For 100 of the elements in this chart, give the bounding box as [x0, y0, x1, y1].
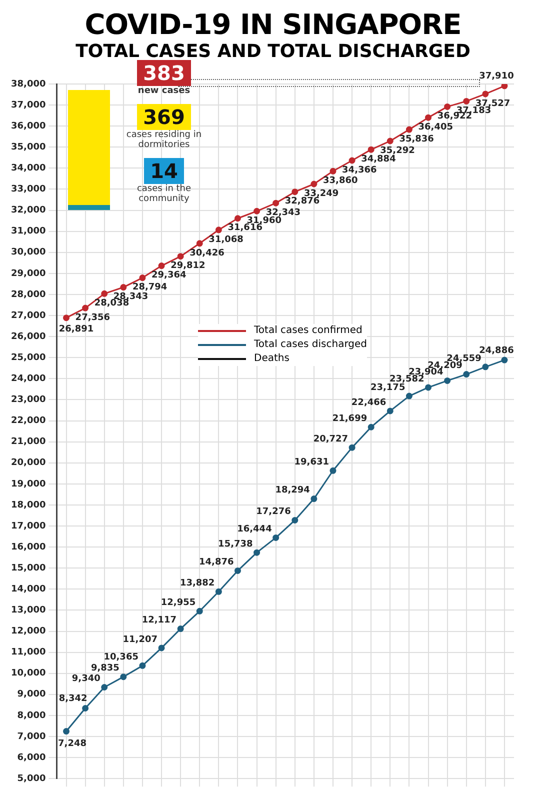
point [425, 384, 432, 391]
point [482, 90, 489, 98]
y-tick-label: 7,000 [17, 732, 46, 742]
point [444, 377, 451, 384]
y-tick-label: 32,000 [10, 206, 46, 216]
data-label: 34,884 [361, 154, 396, 164]
data-label: 28,794 [132, 282, 168, 293]
point [386, 138, 394, 144]
data-label: 20,727 [313, 434, 348, 444]
data-label: 26,891 [58, 324, 94, 335]
point [63, 314, 70, 322]
data-label: 34,366 [342, 165, 377, 176]
y-tick-label: 8,000 [17, 710, 46, 721]
legend-label: Deaths [254, 352, 290, 366]
y-tick-label: 33,000 [10, 184, 46, 195]
annotation: new cases [136, 86, 192, 96]
point [254, 549, 260, 556]
y-tick-label: 14,000 [10, 584, 46, 595]
point [501, 356, 508, 364]
point [310, 180, 318, 188]
y-tick-label: 38,000 [10, 79, 46, 90]
y-tick-label: 26,000 [10, 332, 46, 342]
data-label: 32,343 [266, 208, 301, 218]
data-label: 30,426 [190, 248, 224, 258]
y-tick-label: 36,000 [10, 121, 46, 132]
data-label: 37,910 [479, 72, 514, 82]
data-label: 9,340 [72, 674, 100, 684]
y-tick-label: 13,000 [10, 606, 46, 616]
point [158, 644, 165, 652]
annotation: cases residing in dormitories [125, 130, 203, 150]
data-label: 21,699 [332, 414, 368, 424]
point [292, 188, 298, 196]
y-tick-label: 23,000 [10, 395, 46, 406]
data-label: 35,836 [399, 134, 434, 144]
data-label: 12,117 [142, 616, 177, 626]
data-label: 16,444 [237, 524, 272, 535]
point [177, 626, 184, 632]
point [425, 114, 432, 121]
y-tick-label: 10,000 [10, 668, 46, 679]
y-tick-label: 11,000 [10, 648, 46, 658]
point [215, 588, 222, 595]
data-label: 17,276 [256, 507, 291, 518]
y-tick-label: 35,000 [10, 142, 46, 152]
data-label: 10,365 [104, 652, 138, 663]
data-label: 27,356 [75, 312, 110, 323]
data-label: 36,922 [437, 112, 472, 122]
point [406, 126, 412, 133]
y-tick-label: 19,000 [10, 479, 46, 490]
data-label: 8,342 [58, 694, 88, 704]
point [177, 253, 184, 260]
point [234, 215, 241, 222]
data-label: 23,175 [370, 382, 406, 393]
y-tick-label: 37,000 [10, 100, 46, 110]
data-label: 12,955 [160, 598, 196, 608]
point [196, 240, 203, 247]
point [463, 98, 470, 104]
y-tick-label: 20,000 [10, 458, 46, 468]
annotation: cases in the community [136, 184, 192, 204]
point [139, 274, 146, 282]
data-label: 33,860 [322, 176, 358, 186]
chart-title: COVID-19 IN SINGAPORE [84, 8, 462, 41]
point [501, 84, 508, 90]
data-label: 22,466 [351, 398, 386, 408]
point [348, 444, 356, 451]
y-tick-label: 29,000 [10, 268, 46, 279]
y-tick-label: 27,000 [10, 310, 46, 321]
y-tick-label: 21,000 [10, 437, 46, 448]
point [120, 284, 127, 291]
point [215, 226, 222, 234]
legend-label: Total cases discharged [254, 338, 367, 352]
point [386, 408, 394, 414]
point [63, 728, 70, 735]
y-tick-label: 9,000 [17, 690, 46, 700]
point [406, 392, 412, 400]
point [348, 157, 356, 164]
data-label: 31,068 [208, 234, 244, 245]
y-tick-label: 34,000 [10, 164, 46, 174]
point [368, 146, 374, 153]
legend-label: Total cases confirmed [254, 324, 362, 338]
y-tick-label: 30,000 [10, 248, 46, 258]
point [330, 467, 336, 474]
y-tick-label: 28,000 [10, 290, 46, 300]
data-label: 15,738 [218, 539, 253, 550]
y-tick-label: 24,000 [10, 374, 46, 384]
point [82, 705, 89, 712]
data-label: 19,631 [294, 457, 329, 468]
point [101, 684, 108, 690]
point [482, 364, 489, 370]
point [82, 304, 89, 312]
point [101, 290, 108, 297]
point [310, 496, 318, 502]
chart-subtitle: TOTAL CASES AND TOTAL DISCHARGED [74, 41, 472, 62]
y-tick-label: 5,000 [17, 774, 46, 784]
point [234, 567, 241, 574]
point [272, 534, 280, 541]
data-label: 7,248 [58, 739, 86, 750]
y-tick-label: 6,000 [17, 752, 46, 763]
data-label: 18,294 [275, 486, 310, 496]
point [444, 103, 451, 110]
y-tick-label: 25,000 [10, 352, 46, 363]
